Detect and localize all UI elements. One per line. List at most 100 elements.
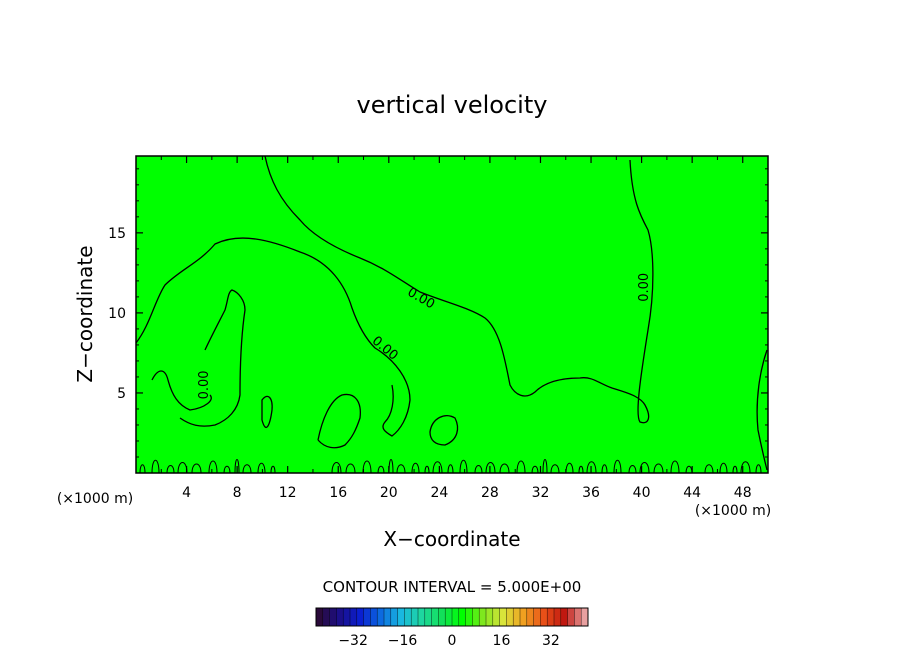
colorbar-tick-label: −16 bbox=[388, 633, 418, 649]
colorbar-swatch bbox=[390, 608, 398, 626]
x-tick-label: 32 bbox=[532, 485, 550, 501]
y-tick-label: 15 bbox=[108, 226, 126, 242]
y-axis-ticks: 5 10 15 bbox=[108, 168, 768, 458]
chart-title: vertical velocity bbox=[357, 91, 548, 119]
x-tick-label: 44 bbox=[683, 485, 701, 501]
contour-wiggle bbox=[208, 460, 218, 474]
zero-contours bbox=[135, 155, 768, 474]
colorbar-swatch bbox=[431, 608, 439, 626]
contour-wiggle bbox=[639, 462, 650, 474]
contour-wiggle bbox=[628, 465, 637, 474]
contour-wiggle bbox=[166, 465, 175, 474]
contour-line bbox=[261, 395, 273, 429]
colorbar-frame bbox=[315, 607, 589, 627]
contour-wiggle bbox=[223, 465, 231, 474]
colorbar-swatch bbox=[574, 608, 582, 626]
contour-wiggle bbox=[670, 460, 680, 474]
contour-wiggle bbox=[424, 465, 430, 474]
colorbar-swatch bbox=[424, 608, 432, 626]
x-tick-label: 24 bbox=[430, 485, 448, 501]
plot-panel: 0.000.000.000.00 bbox=[135, 155, 769, 474]
colorbar bbox=[315, 607, 589, 627]
colorbar-swatch bbox=[520, 608, 528, 626]
colorbar-swatch bbox=[540, 608, 548, 626]
contour-wiggle bbox=[447, 464, 454, 474]
contour-wiggle bbox=[432, 461, 443, 474]
contour-wiggle bbox=[270, 465, 276, 474]
contour-wiggle bbox=[139, 464, 146, 474]
contour-wiggle bbox=[740, 461, 751, 474]
x-tick-label: 16 bbox=[329, 485, 347, 501]
contour-wiggle bbox=[755, 464, 762, 474]
contour-wiggle bbox=[601, 464, 608, 474]
x-tick-label: 12 bbox=[279, 485, 297, 501]
colorbar-swatch bbox=[322, 608, 330, 626]
contour-wiggle bbox=[242, 464, 252, 474]
colorbar-swatch bbox=[411, 608, 419, 626]
colorbar-swatch bbox=[506, 608, 514, 626]
x-axis-ticks: 4 8 12 16 20 24 28 32 36 40 44 48 bbox=[160, 156, 752, 501]
colorbar-tick-label: 0 bbox=[448, 633, 457, 649]
colorbar-swatch bbox=[472, 608, 480, 626]
colorbar-swatch bbox=[397, 608, 405, 626]
contour-wiggle bbox=[613, 459, 622, 474]
colorbar-ticks: −32 −16 0 16 32 bbox=[338, 633, 560, 649]
contour-wiggle bbox=[578, 465, 584, 474]
colorbar-swatch bbox=[513, 608, 521, 626]
contour-line bbox=[135, 237, 411, 437]
contour-wiggle bbox=[531, 465, 539, 474]
x-tick-label: 40 bbox=[633, 485, 651, 501]
x-tick-label: 36 bbox=[582, 485, 600, 501]
y-tick-label: 5 bbox=[117, 386, 126, 402]
contour-wiggle bbox=[345, 463, 356, 474]
colorbar-swatch bbox=[533, 608, 541, 626]
contour-label: 0.00 bbox=[197, 370, 212, 399]
contour-wiggle bbox=[653, 463, 664, 474]
colorbar-swatch bbox=[377, 608, 385, 626]
colorbar-swatch bbox=[356, 608, 364, 626]
x-tick-label: 28 bbox=[481, 485, 499, 501]
contour-wiggle bbox=[377, 465, 385, 474]
contour-wiggle bbox=[542, 459, 548, 474]
colorbar-swatch bbox=[404, 608, 412, 626]
contour-wiggle bbox=[586, 461, 597, 474]
colorbar-swatch bbox=[350, 608, 358, 626]
x-tick-label: 20 bbox=[380, 485, 398, 501]
contour-label: 0.00 bbox=[637, 273, 652, 302]
contour-wiggle bbox=[550, 464, 560, 474]
x-tick-label: 48 bbox=[734, 485, 752, 501]
colorbar-swatch bbox=[554, 608, 562, 626]
colorbar-swatch bbox=[370, 608, 378, 626]
colorbar-swatch bbox=[479, 608, 487, 626]
contour-line bbox=[179, 289, 246, 427]
x-tick-label: 4 bbox=[182, 485, 191, 501]
colorbar-swatch bbox=[316, 608, 324, 626]
colorbar-swatch bbox=[363, 608, 371, 626]
colorbar-swatch bbox=[581, 608, 589, 626]
contour-wiggle bbox=[516, 460, 526, 474]
x-unit-right: (×1000 m) bbox=[695, 503, 771, 519]
colorbar-swatch bbox=[343, 608, 351, 626]
colorbar-tick-label: 32 bbox=[542, 633, 560, 649]
colorbar-swatch bbox=[560, 608, 568, 626]
contour-wiggle bbox=[499, 463, 510, 474]
colorbar-swatch bbox=[438, 608, 446, 626]
contour-line bbox=[317, 393, 361, 449]
contour-wiggle bbox=[704, 464, 714, 474]
contour-wiggle bbox=[234, 459, 240, 474]
contour-line bbox=[756, 349, 768, 471]
contour-wiggle bbox=[191, 463, 202, 474]
contour-wiggle bbox=[485, 462, 496, 474]
colorbar-swatch bbox=[567, 608, 575, 626]
colorbar-swatch bbox=[336, 608, 344, 626]
colorbar-swatch bbox=[526, 608, 534, 626]
contour-wiggle bbox=[257, 462, 266, 474]
colorbar-swatch bbox=[492, 608, 500, 626]
contour-line bbox=[429, 415, 459, 446]
contour-wiggle bbox=[474, 465, 483, 474]
contour-wiggle bbox=[396, 464, 406, 474]
x-tick-label: 8 bbox=[233, 485, 242, 501]
y-axis-label: Z−coordinate bbox=[73, 245, 97, 382]
vertical-velocity-field bbox=[136, 156, 768, 473]
